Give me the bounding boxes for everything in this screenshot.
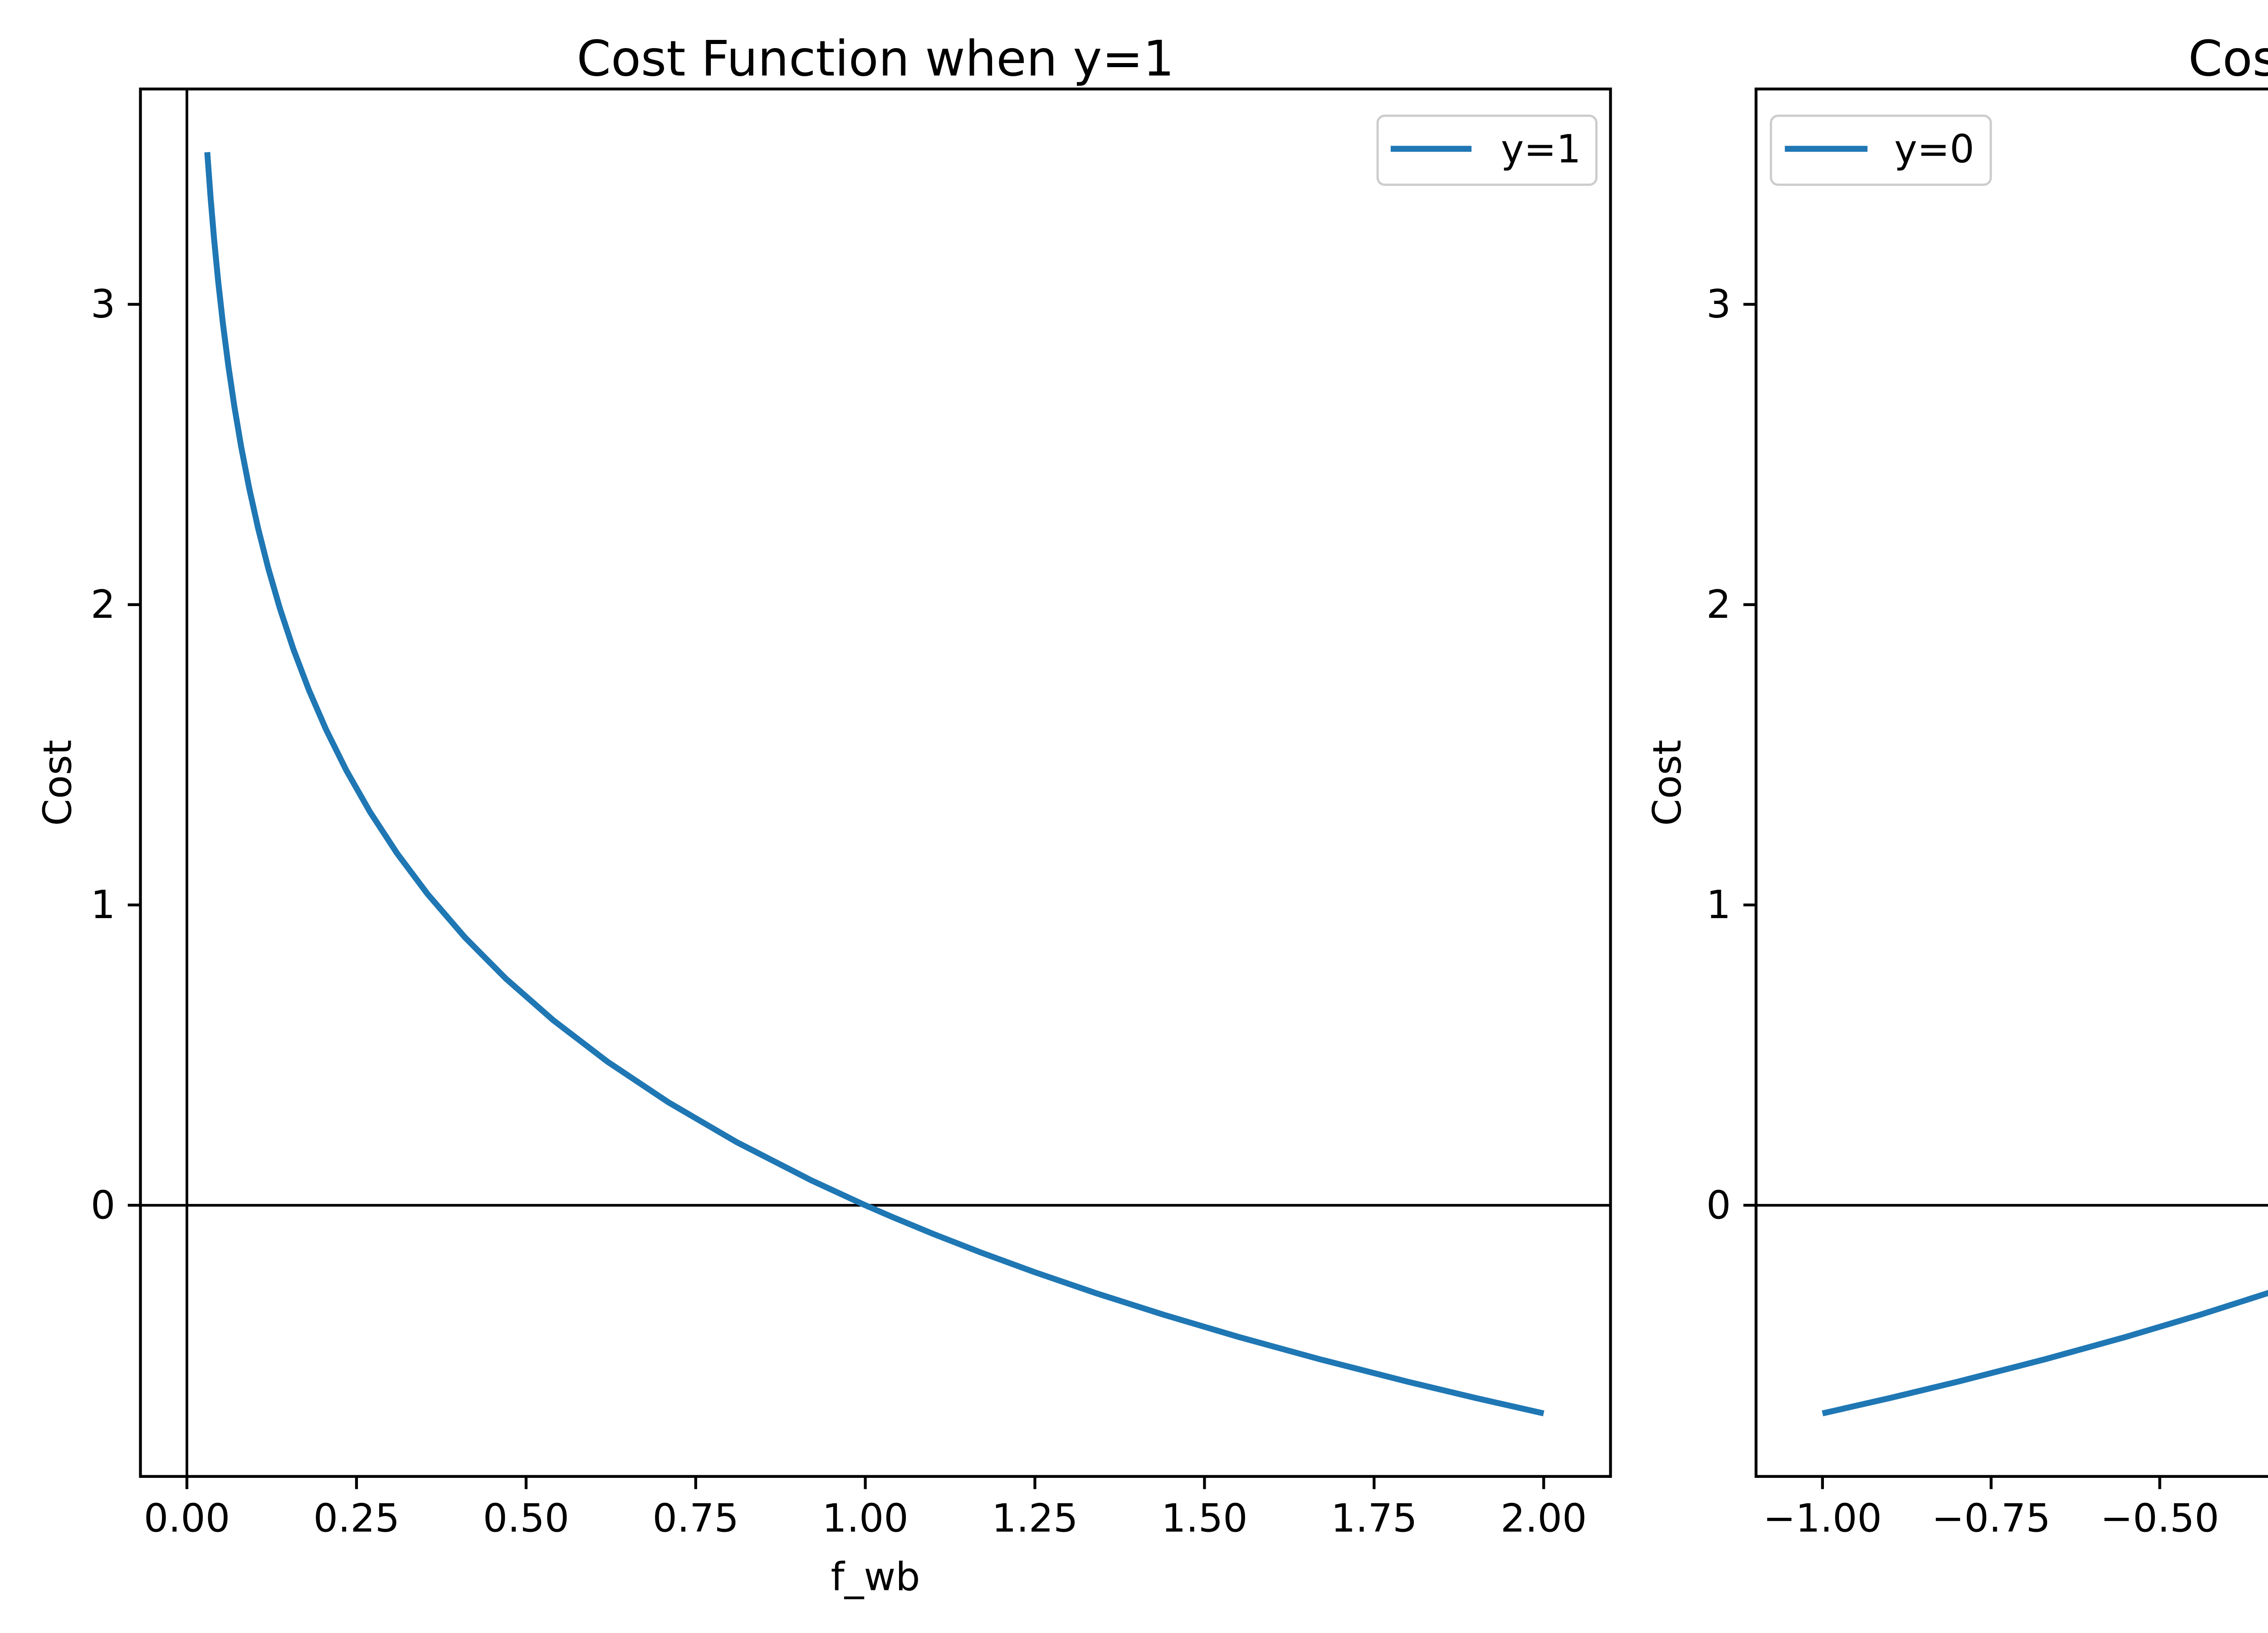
left-plot: 0.00 0.25 0.50 0.75 1.00 1.25 1.50 1.75 2.00 0 1 2 3…	[35, 31, 1612, 1600]
y-tick-label: 0	[1706, 1183, 1731, 1228]
cost-curve	[204, 152, 1545, 1417]
x-tick-label: 1.75	[1331, 1496, 1417, 1541]
left-plot-legend: y=1	[1376, 114, 1598, 186]
x-tick-label: 0.00	[144, 1496, 230, 1541]
legend-label: y=0	[1894, 127, 1975, 172]
x-tick-label: 2.00	[1501, 1496, 1587, 1541]
right-plot-ylabel: Cost	[1645, 740, 1690, 826]
x-tick-label: 1.25	[992, 1496, 1078, 1541]
y-tick-label: 3	[91, 282, 115, 327]
y-tick-label: 3	[1706, 282, 1731, 327]
y-tick-label: 1	[91, 883, 115, 928]
right-plot-legend: y=0	[1769, 114, 1992, 186]
legend-label: y=1	[1501, 127, 1581, 172]
x-tick-label: −0.50	[2100, 1496, 2219, 1541]
left-plot-axes: 0.00 0.25 0.50 0.75 1.00 1.25 1.50 1.75 2.00 0 1 2 3	[91, 88, 1612, 1541]
left-plot-ylabel: Cost	[35, 740, 80, 826]
x-tick-label: 0.50	[483, 1496, 569, 1541]
left-plot-title: Cost Function when y=1	[577, 31, 1174, 88]
x-tick-label: 1.00	[822, 1496, 908, 1541]
y-tick-label: 2	[91, 582, 115, 627]
right-plot: −1.00−0.75−0.50−0.250.000.250.500.751.00…	[1645, 31, 2268, 1541]
right-plot-title: Cost Function when y=0	[2188, 31, 2268, 88]
legend-box	[1376, 114, 1598, 186]
y-tick-label: 2	[1706, 582, 1731, 627]
left-plot-xlabel: f_wb	[831, 1555, 920, 1600]
cost-curve	[1822, 1290, 2268, 1417]
x-tick-label: −0.75	[1932, 1496, 2051, 1541]
right-plot-axes: −1.00−0.75−0.50−0.250.000.250.500.751.00…	[1706, 88, 2268, 1541]
x-tick-label: 0.75	[653, 1496, 739, 1541]
legend-box	[1769, 114, 1992, 186]
x-tick-label: 1.50	[1161, 1496, 1247, 1541]
y-tick-label: 1	[1706, 883, 1731, 928]
axes-spines	[139, 88, 1612, 1478]
x-tick-label: 0.25	[313, 1496, 400, 1541]
y-tick-label: 0	[91, 1183, 115, 1228]
x-tick-label: −1.00	[1763, 1496, 1882, 1541]
axes-spines	[1755, 88, 2268, 1478]
